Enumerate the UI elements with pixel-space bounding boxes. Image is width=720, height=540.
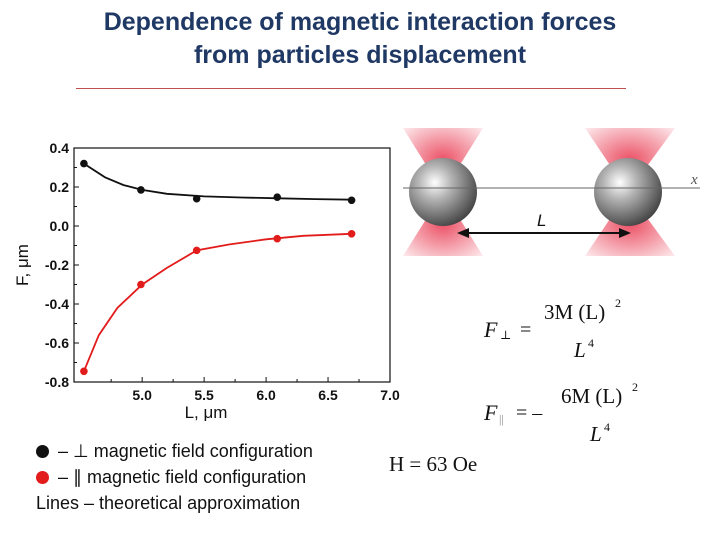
y-tick-label: -0.8: [45, 374, 69, 390]
series-1-point-5: [347, 196, 356, 205]
right-ball: [594, 158, 662, 226]
slide-title-line-2: from particles displacement: [193, 41, 527, 69]
y-tick-label: -0.2: [45, 257, 69, 273]
x-tick-label: 5.0: [132, 387, 152, 403]
x-tick-label: 6.0: [256, 387, 276, 403]
chart-legend: – ⊥ magnetic field configuration – ∥ mag…: [36, 438, 313, 516]
y-axis-label: F, μm: [13, 244, 32, 286]
formula-f-par-numerator: 6M (L): [561, 384, 623, 408]
x-tick-label: 5.5: [194, 387, 214, 403]
title-divider: [76, 88, 626, 89]
right-particle: [585, 128, 675, 256]
formula-f-par-equals: = –: [516, 402, 543, 424]
legend-par-marker: [36, 471, 49, 484]
formula-f-par-num-exp: 2: [632, 380, 638, 394]
legend-par-symbol: – ∥: [58, 467, 83, 487]
series-2-point-4: [273, 234, 282, 243]
particles-diagram: x L: [403, 128, 700, 256]
left-ball: [409, 158, 477, 226]
x-tick-label: 7.0: [380, 387, 400, 403]
series-2-fit-line: [83, 232, 352, 372]
force-chart: 0.4 0.2 0.0 -0.2 -0.4 -0.6 -0.8 5.0 5.5 6.0 6.5 7.0…: [13, 140, 400, 422]
formula-f-perp-denominator: L: [574, 338, 586, 362]
legend-perp-text: magnetic field configuration: [93, 441, 313, 461]
formula-f-par-sub: ||: [499, 412, 504, 426]
legend-perp: – ⊥ magnetic field configuration: [36, 438, 313, 464]
formula-f-perp-equals: =: [520, 319, 532, 341]
formula-f-perp-sub: ⊥: [500, 328, 512, 342]
formula-f-par-den-exp: 4: [604, 420, 610, 434]
y-tick-label: -0.4: [45, 296, 69, 312]
series-2-point-3: [192, 246, 201, 255]
series-2-point-1: [80, 367, 88, 376]
formula-f-par-denominator: L: [590, 422, 602, 446]
x-axis-label: L, μm: [185, 403, 228, 422]
formula-f-par-lhs: F: [484, 400, 498, 425]
field-value: H = 63 Oe: [389, 452, 478, 476]
legend-perp-marker: [36, 445, 49, 458]
distance-label: L: [537, 211, 546, 230]
formula-f-perp-num-exp: 2: [615, 296, 621, 310]
left-particle: [403, 128, 483, 256]
slide-title-line-1: Dependence of magnetic interaction force…: [103, 8, 617, 36]
y-tick-label: -0.6: [45, 335, 69, 351]
y-tick-label: 0.4: [50, 140, 70, 156]
formula-f-par: F || = – 6M (L) 2 L 4: [484, 380, 654, 450]
series-1-fit-line: [83, 162, 353, 201]
legend-par-text: magnetic field configuration: [87, 467, 307, 487]
series-2-point-2: [137, 280, 145, 289]
legend-lines: Lines – theoretical approximation: [36, 493, 301, 513]
plot-frame: [73, 147, 391, 383]
formula-f-perp-den-exp: 4: [588, 336, 594, 350]
slide-title: Dependence of magnetic interaction force…: [0, 6, 720, 72]
x-axis-label: x: [690, 172, 698, 188]
formula-f-perp: F ⊥ = 3M (L) 2 L 4: [484, 296, 634, 370]
series-1-point-4: [273, 193, 282, 201]
series-2-point-5: [347, 230, 356, 238]
legend-par: – ∥ magnetic field configuration: [36, 464, 313, 490]
y-tick-label: 0.0: [50, 218, 70, 234]
series-1-point-3: [192, 194, 201, 203]
y-tick-label: 0.2: [50, 179, 70, 195]
series-1-point-1: [80, 159, 88, 168]
series-1-point-2: [137, 186, 145, 194]
distance-arrow: [457, 228, 631, 238]
x-tick-label: 6.5: [318, 387, 338, 403]
formula-f-perp-lhs: F: [484, 317, 498, 342]
formula-f-perp-numerator: 3M (L): [544, 300, 606, 324]
legend-perp-symbol: – ⊥: [58, 441, 89, 461]
